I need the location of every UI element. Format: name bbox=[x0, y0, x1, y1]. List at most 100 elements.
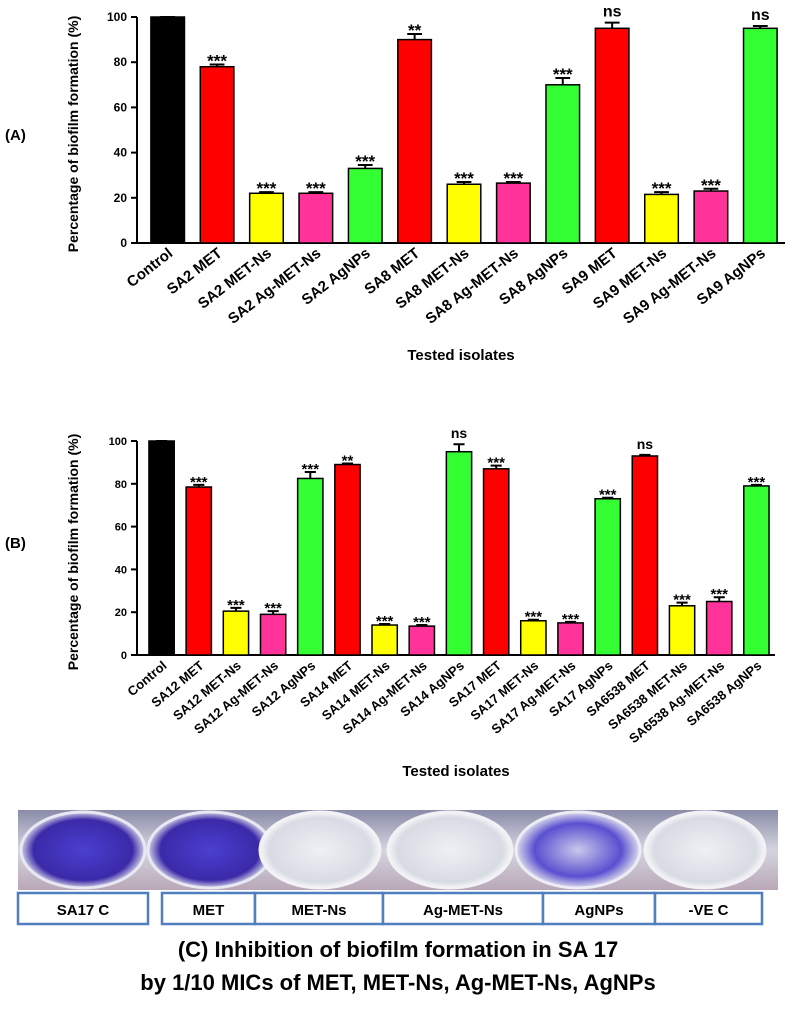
bar bbox=[594, 498, 622, 656]
bar bbox=[298, 192, 334, 244]
significance-label: *** bbox=[257, 179, 277, 198]
x-axis-title: Tested isolates bbox=[402, 763, 509, 780]
bar bbox=[743, 485, 770, 656]
error-bar bbox=[490, 464, 502, 469]
bar bbox=[445, 450, 473, 656]
error-bar bbox=[752, 25, 768, 29]
significance-label: ns bbox=[603, 4, 622, 21]
bar bbox=[259, 613, 287, 656]
significance-label: *** bbox=[553, 65, 573, 84]
bar bbox=[347, 167, 383, 244]
significance-label: ns bbox=[451, 425, 468, 441]
significance-label: *** bbox=[710, 586, 728, 603]
error-bar bbox=[308, 191, 324, 194]
error-bar bbox=[564, 620, 577, 623]
x-axis-title: Tested isolates bbox=[407, 347, 514, 364]
well-label-box bbox=[160, 891, 257, 926]
significance-label: *** bbox=[376, 613, 394, 630]
y-axis-title: Percentage of biofilm formation (%) bbox=[65, 434, 81, 670]
significance-label: *** bbox=[525, 609, 543, 626]
y-tick-label: 80 bbox=[115, 479, 127, 491]
y-tick-label: 100 bbox=[109, 436, 127, 448]
y-tick-label: 80 bbox=[114, 55, 128, 69]
significance-label: *** bbox=[701, 176, 721, 195]
well-label: MET bbox=[193, 902, 225, 919]
bar bbox=[446, 183, 482, 244]
bar bbox=[668, 605, 696, 656]
bar bbox=[185, 486, 213, 656]
well-label-box bbox=[253, 891, 385, 926]
error-bar bbox=[505, 180, 521, 184]
well-label-box bbox=[381, 891, 545, 926]
bar bbox=[148, 440, 175, 656]
error-bar bbox=[639, 453, 651, 456]
significance-label: *** bbox=[562, 611, 580, 628]
y-tick-label: 60 bbox=[115, 522, 127, 534]
y-tick-label: 40 bbox=[114, 146, 128, 160]
y-tick-label: 60 bbox=[114, 100, 128, 114]
bar bbox=[296, 477, 324, 656]
bar bbox=[631, 455, 659, 656]
bar bbox=[742, 27, 778, 244]
significance-label: *** bbox=[503, 169, 523, 188]
bar bbox=[222, 610, 250, 656]
bar bbox=[482, 468, 510, 656]
error-bar bbox=[703, 187, 719, 192]
error-bar bbox=[555, 77, 571, 85]
significance-label: *** bbox=[190, 474, 208, 491]
error-bar bbox=[193, 483, 205, 488]
well-label: SA17 C bbox=[57, 902, 110, 919]
caption-line: by 1/10 MICs of MET, MET-Ns, Ag-MET-Ns, … bbox=[140, 970, 655, 995]
error-bar bbox=[267, 610, 279, 615]
error-bar bbox=[456, 180, 472, 185]
error-bar bbox=[304, 471, 316, 479]
bar bbox=[693, 190, 729, 244]
significance-label: *** bbox=[599, 487, 617, 504]
panel-label: (A) bbox=[5, 127, 26, 144]
error-bar bbox=[453, 443, 465, 452]
significance-label: *** bbox=[454, 169, 474, 188]
bar bbox=[495, 182, 531, 244]
well-label: -VE C bbox=[688, 902, 728, 919]
significance-label: *** bbox=[487, 455, 505, 472]
error-bar bbox=[602, 496, 614, 499]
error-bar bbox=[341, 462, 354, 465]
well-label-box bbox=[653, 891, 764, 926]
significance-label: *** bbox=[306, 179, 326, 198]
panel-label: (B) bbox=[5, 535, 26, 552]
significance-label: ns bbox=[751, 7, 770, 24]
error-bar bbox=[654, 191, 669, 195]
significance-label: *** bbox=[748, 474, 766, 491]
significance-label: *** bbox=[413, 614, 431, 631]
well-label: AgNPs bbox=[574, 902, 623, 919]
well-label: MET-Ns bbox=[291, 902, 346, 919]
error-bar bbox=[230, 606, 242, 612]
significance-label: ** bbox=[408, 21, 422, 40]
bar bbox=[545, 84, 581, 244]
error-bar bbox=[259, 191, 274, 194]
bar bbox=[594, 27, 630, 244]
error-bar bbox=[209, 63, 225, 67]
error-bar bbox=[604, 21, 620, 29]
significance-label: *** bbox=[355, 152, 375, 171]
y-tick-label: 100 bbox=[107, 10, 127, 24]
bar bbox=[397, 38, 433, 244]
error-bar bbox=[527, 618, 539, 621]
error-bar bbox=[416, 624, 428, 627]
error-bar bbox=[357, 164, 373, 169]
well-label-box bbox=[16, 891, 150, 926]
error-bar bbox=[379, 622, 391, 626]
y-tick-label: 0 bbox=[120, 236, 127, 250]
significance-label: *** bbox=[302, 461, 320, 478]
bar bbox=[199, 65, 235, 244]
bar bbox=[248, 192, 285, 244]
y-tick-label: 20 bbox=[114, 191, 128, 205]
significance-label: *** bbox=[264, 600, 282, 617]
y-axis-title: Percentage of biofilm formation (%) bbox=[65, 16, 81, 252]
significance-label: ns bbox=[637, 436, 654, 452]
significance-label: *** bbox=[673, 592, 691, 609]
error-bar bbox=[750, 483, 762, 486]
well-plate-photo bbox=[18, 810, 778, 890]
significance-label: *** bbox=[227, 597, 245, 614]
